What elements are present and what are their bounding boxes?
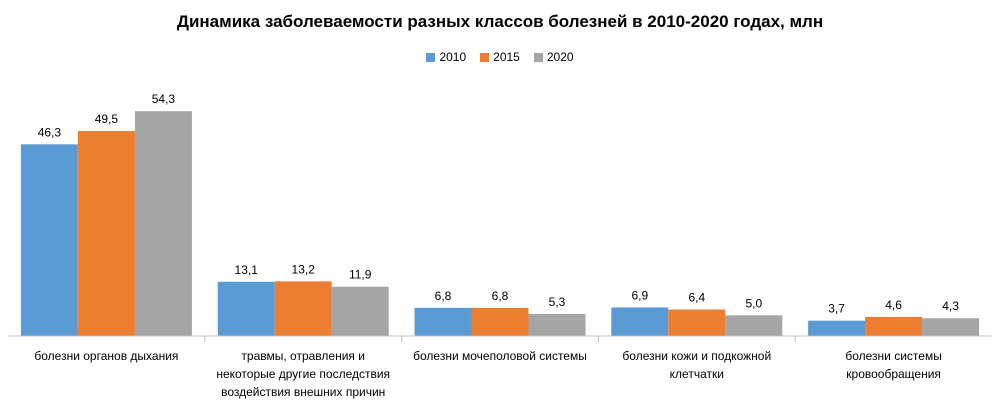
legend-swatch-2010	[426, 52, 436, 62]
category-label-4-line-1: болезни кожи и подкожной	[622, 349, 771, 363]
category-label-5-line-2: кровообращения	[846, 367, 941, 381]
bar-2015-cat1	[77, 131, 135, 336]
data-label-2010-cat3: 6,8	[435, 289, 452, 303]
data-label-2010-cat2: 13,1	[235, 263, 259, 277]
category-label-2-line-3: воздействия внешних причин	[221, 385, 385, 399]
data-label-2020-cat1: 54,3	[152, 92, 176, 106]
bar-2020-cat3	[528, 314, 586, 336]
data-label-2020-cat5: 4,3	[942, 299, 959, 313]
bar-2020-cat5	[922, 318, 980, 336]
legend-swatch-2015	[480, 52, 490, 62]
data-label-2020-cat3: 5,3	[549, 295, 566, 309]
bar-2020-cat4	[725, 315, 783, 336]
legend-label-2010: 2010	[439, 50, 467, 64]
bar-2015-cat5	[865, 316, 923, 336]
category-label-2-line-2: некоторые другие последствия	[216, 367, 390, 381]
bar-2020-cat1	[134, 111, 192, 336]
bar-2010-cat1	[20, 144, 78, 336]
data-label-2010-cat1: 46,3	[38, 125, 62, 139]
category-label-5-line-1: болезни системы	[845, 349, 941, 363]
chart-title: Динамика заболеваемости разных классов б…	[176, 12, 824, 31]
legend-entry-2015: 2015	[480, 50, 520, 64]
legend-swatch-2020	[533, 52, 543, 62]
bar-2015-cat3	[471, 307, 529, 336]
data-label-2015-cat4: 6,4	[688, 291, 705, 305]
data-label-2015-cat2: 13,2	[292, 262, 316, 276]
category-label-1-line-1: болезни органов дыхания	[34, 349, 178, 363]
data-label-2015-cat5: 4,6	[885, 298, 902, 312]
bar-2010-cat5	[808, 320, 866, 336]
bar-2010-cat4	[611, 307, 669, 336]
bar-2015-cat2	[274, 281, 332, 336]
data-label-2010-cat4: 6,9	[631, 288, 648, 302]
data-label-2015-cat3: 6,8	[492, 289, 509, 303]
category-label-2-line-1: травмы, отравления и	[241, 349, 365, 363]
category-label-4-line-2: клетчатки	[670, 367, 724, 381]
category-label-3-line-1: болезни мочеполовой системы	[413, 349, 587, 363]
legend-entry-2010: 2010	[426, 50, 466, 64]
legend: 2010 2015 2020	[0, 50, 1000, 64]
bar-2010-cat2	[217, 281, 275, 336]
bar-2010-cat3	[414, 307, 472, 336]
bar-2020-cat2	[331, 286, 389, 336]
data-label-2020-cat2: 11,9	[349, 268, 372, 282]
legend-label-2015: 2015	[493, 50, 520, 64]
legend-label-2020: 2020	[546, 50, 574, 64]
data-label-2015-cat1: 49,5	[95, 112, 119, 126]
legend-entry-2020: 2020	[533, 50, 574, 64]
data-label-2020-cat4: 5,0	[745, 296, 762, 310]
data-label-2010-cat5: 3,7	[828, 302, 845, 316]
bar-2015-cat4	[668, 309, 726, 336]
